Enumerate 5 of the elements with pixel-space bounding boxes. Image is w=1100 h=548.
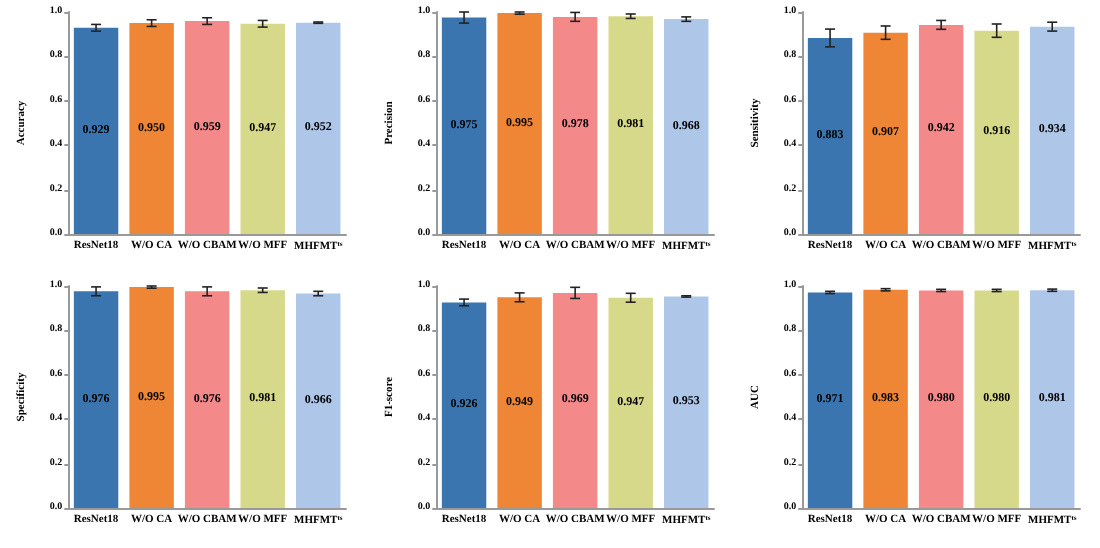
bar bbox=[974, 30, 1019, 234]
bar bbox=[1030, 26, 1075, 234]
bar bbox=[918, 24, 964, 234]
bar bbox=[863, 32, 908, 234]
bar bbox=[807, 37, 853, 234]
